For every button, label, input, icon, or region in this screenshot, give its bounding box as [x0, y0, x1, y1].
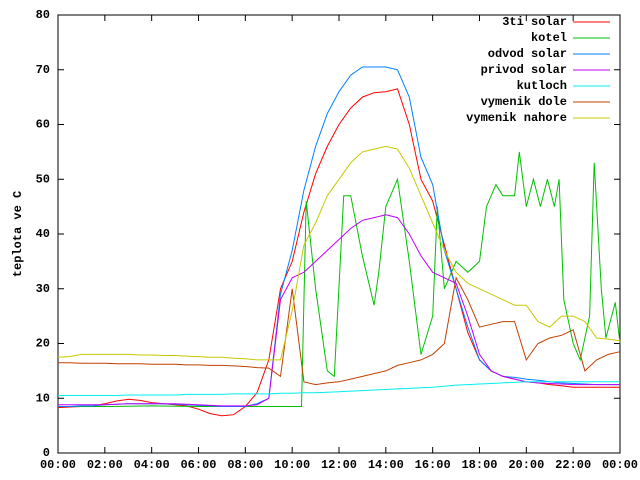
y-tick-label: 10 [36, 391, 50, 405]
x-tick-label: 00:00 [602, 458, 638, 472]
x-tick-label: 12:00 [321, 458, 357, 472]
legend-label: 3ti solar [502, 15, 567, 29]
legend-label: kotel [531, 31, 567, 45]
y-axis-label: teplota ve C [11, 191, 25, 277]
x-tick-label: 08:00 [227, 458, 263, 472]
series-line [57, 88, 620, 417]
x-tick-label: 20:00 [508, 458, 544, 472]
series-line [57, 145, 621, 361]
y-tick-label: 80 [36, 8, 50, 22]
y-tick-label: 0 [43, 446, 50, 460]
x-tick-label: 18:00 [461, 458, 497, 472]
series-line [58, 276, 621, 386]
x-tick-label: 04:00 [134, 458, 170, 472]
legend-label: vymenik dole [481, 95, 567, 109]
y-tick-label: 20 [36, 337, 50, 351]
y-tick-label: 30 [36, 282, 50, 296]
legend-label: odvod solar [488, 47, 567, 61]
y-tick-label: 70 [36, 63, 50, 77]
y-tick-label: 40 [36, 227, 50, 241]
x-tick-label: 22:00 [555, 458, 591, 472]
y-tick-label: 50 [36, 172, 50, 186]
x-tick-label: 06:00 [180, 458, 216, 472]
legend-label: kutloch [517, 79, 567, 93]
legend-label: privod solar [481, 63, 567, 77]
series-line [58, 214, 620, 407]
x-tick-label: 02:00 [87, 458, 123, 472]
x-tick-label: 14:00 [368, 458, 404, 472]
series-line [58, 381, 620, 396]
legend-label: vymenik nahore [466, 111, 567, 125]
y-tick-label: 60 [36, 118, 50, 132]
series-line [58, 151, 621, 407]
x-tick-label: 00:00 [40, 458, 76, 472]
x-tick-label: 10:00 [274, 458, 310, 472]
x-tick-label: 16:00 [415, 458, 451, 472]
